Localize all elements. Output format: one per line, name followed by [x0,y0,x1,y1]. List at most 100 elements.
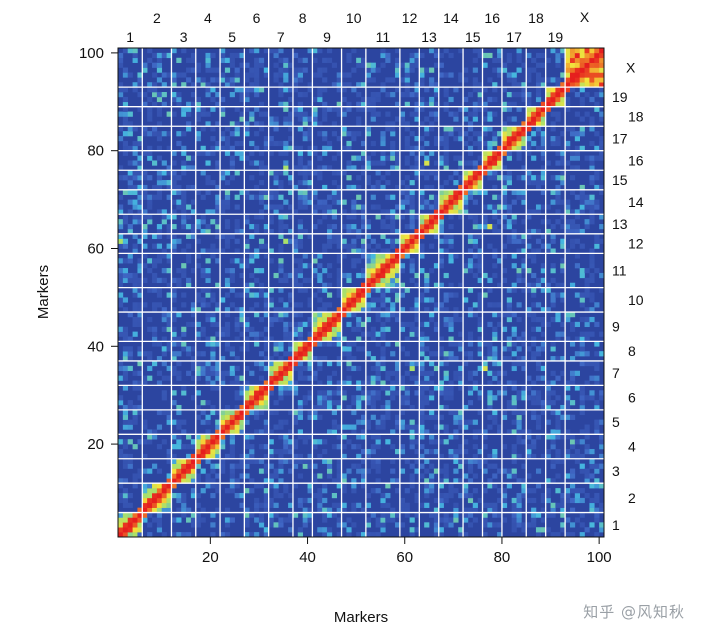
heatmap-cell [467,336,474,342]
heatmap-cell [361,448,367,455]
heatmap-cell [424,502,430,508]
heatmap-cell [137,140,143,147]
heatmap-cell [565,77,571,83]
heatmap-cell [283,302,289,308]
heatmap-cell [302,165,308,171]
heatmap-cell [385,326,391,332]
heatmap-cell [190,101,197,107]
heatmap-cell [361,165,367,171]
heatmap-cell [346,72,352,78]
heatmap-cell [361,253,367,259]
heatmap-cell [497,497,503,504]
heatmap-cell [545,453,551,460]
heatmap-cell [244,77,250,83]
heatmap-cell [487,126,493,132]
heatmap-cell [443,248,449,254]
heatmap-cell [540,233,546,240]
heatmap-cell [492,82,498,88]
heatmap-cell [351,312,357,318]
heatmap-cell [195,370,201,376]
heatmap-cell [273,448,279,455]
heatmap-cell [176,517,182,523]
heatmap-cell [501,224,508,230]
heatmap-cell [419,101,425,107]
heatmap-cell [351,365,357,372]
heatmap-cell [239,140,245,147]
heatmap-cell [511,145,517,151]
heatmap-cell [244,92,250,98]
heatmap-cell [545,380,551,386]
heatmap-cell [171,277,177,284]
heatmap-cell [181,458,187,464]
heatmap-cell [258,170,265,176]
heatmap-cell [186,121,192,127]
heatmap-cell [147,429,153,435]
heatmap-cell [540,82,546,88]
heatmap-cell [137,199,143,205]
heatmap-cell [409,248,415,254]
heatmap-cell [258,458,265,464]
heatmap-cell [278,297,284,303]
heatmap-cell [273,272,279,279]
heatmap-cell [448,522,454,528]
heatmap-cell [273,48,279,54]
heatmap-cell [497,165,503,171]
heatmap-cell [122,189,129,195]
heatmap-cell [453,180,459,186]
heatmap-cell [497,219,503,225]
heatmap-cell [361,243,367,249]
heatmap-cell [326,292,333,298]
heatmap-cell [283,307,289,313]
heatmap-cell [161,180,167,186]
heatmap-cell [453,356,459,362]
heatmap-cell [594,463,600,469]
heatmap-cell [526,106,532,112]
heatmap-cell [419,444,425,450]
heatmap-cell [497,194,503,200]
heatmap-cell [560,507,566,513]
heatmap-cell [307,126,313,132]
heatmap-cell [565,532,571,538]
heatmap-cell [443,209,449,215]
heatmap-cell [244,316,250,323]
heatmap-cell [482,87,488,93]
heatmap-cell [424,287,430,293]
heatmap-cell [589,448,595,455]
heatmap-cell [147,434,153,440]
heatmap-cell [375,360,381,367]
heatmap-cell [326,507,333,513]
heatmap-cell [137,165,143,171]
heatmap-cell [132,331,138,337]
heatmap-cell [283,331,289,337]
heatmap-cell [263,395,269,401]
heatmap-cell [186,106,192,112]
heatmap-cell [186,101,192,107]
heatmap-cell [424,488,430,494]
heatmap-cell [482,502,488,508]
heatmap-cell [380,184,386,191]
heatmap-cell [307,356,313,362]
heatmap-cell [249,444,255,450]
heatmap-cell [482,365,488,372]
heatmap-cell [292,463,299,469]
heatmap-cell [395,360,401,367]
heatmap-cell [161,507,167,513]
heatmap-cell [200,106,206,112]
heatmap-cell [424,272,430,279]
heatmap-cell [511,512,517,518]
heatmap-cell [521,165,527,171]
heatmap-cell [467,194,474,200]
heatmap-cell [122,48,129,54]
heatmap-cell [234,131,240,137]
heatmap-cell [414,92,420,98]
heatmap-cell [409,277,415,284]
heatmap-cell [341,292,347,298]
heatmap-cell [122,175,129,181]
heatmap-cell [297,341,303,347]
heatmap-cell [302,400,308,406]
heatmap-cell [399,238,406,244]
heatmap-cell [356,463,362,469]
heatmap-cell [443,321,449,328]
heatmap-cell [210,67,216,73]
